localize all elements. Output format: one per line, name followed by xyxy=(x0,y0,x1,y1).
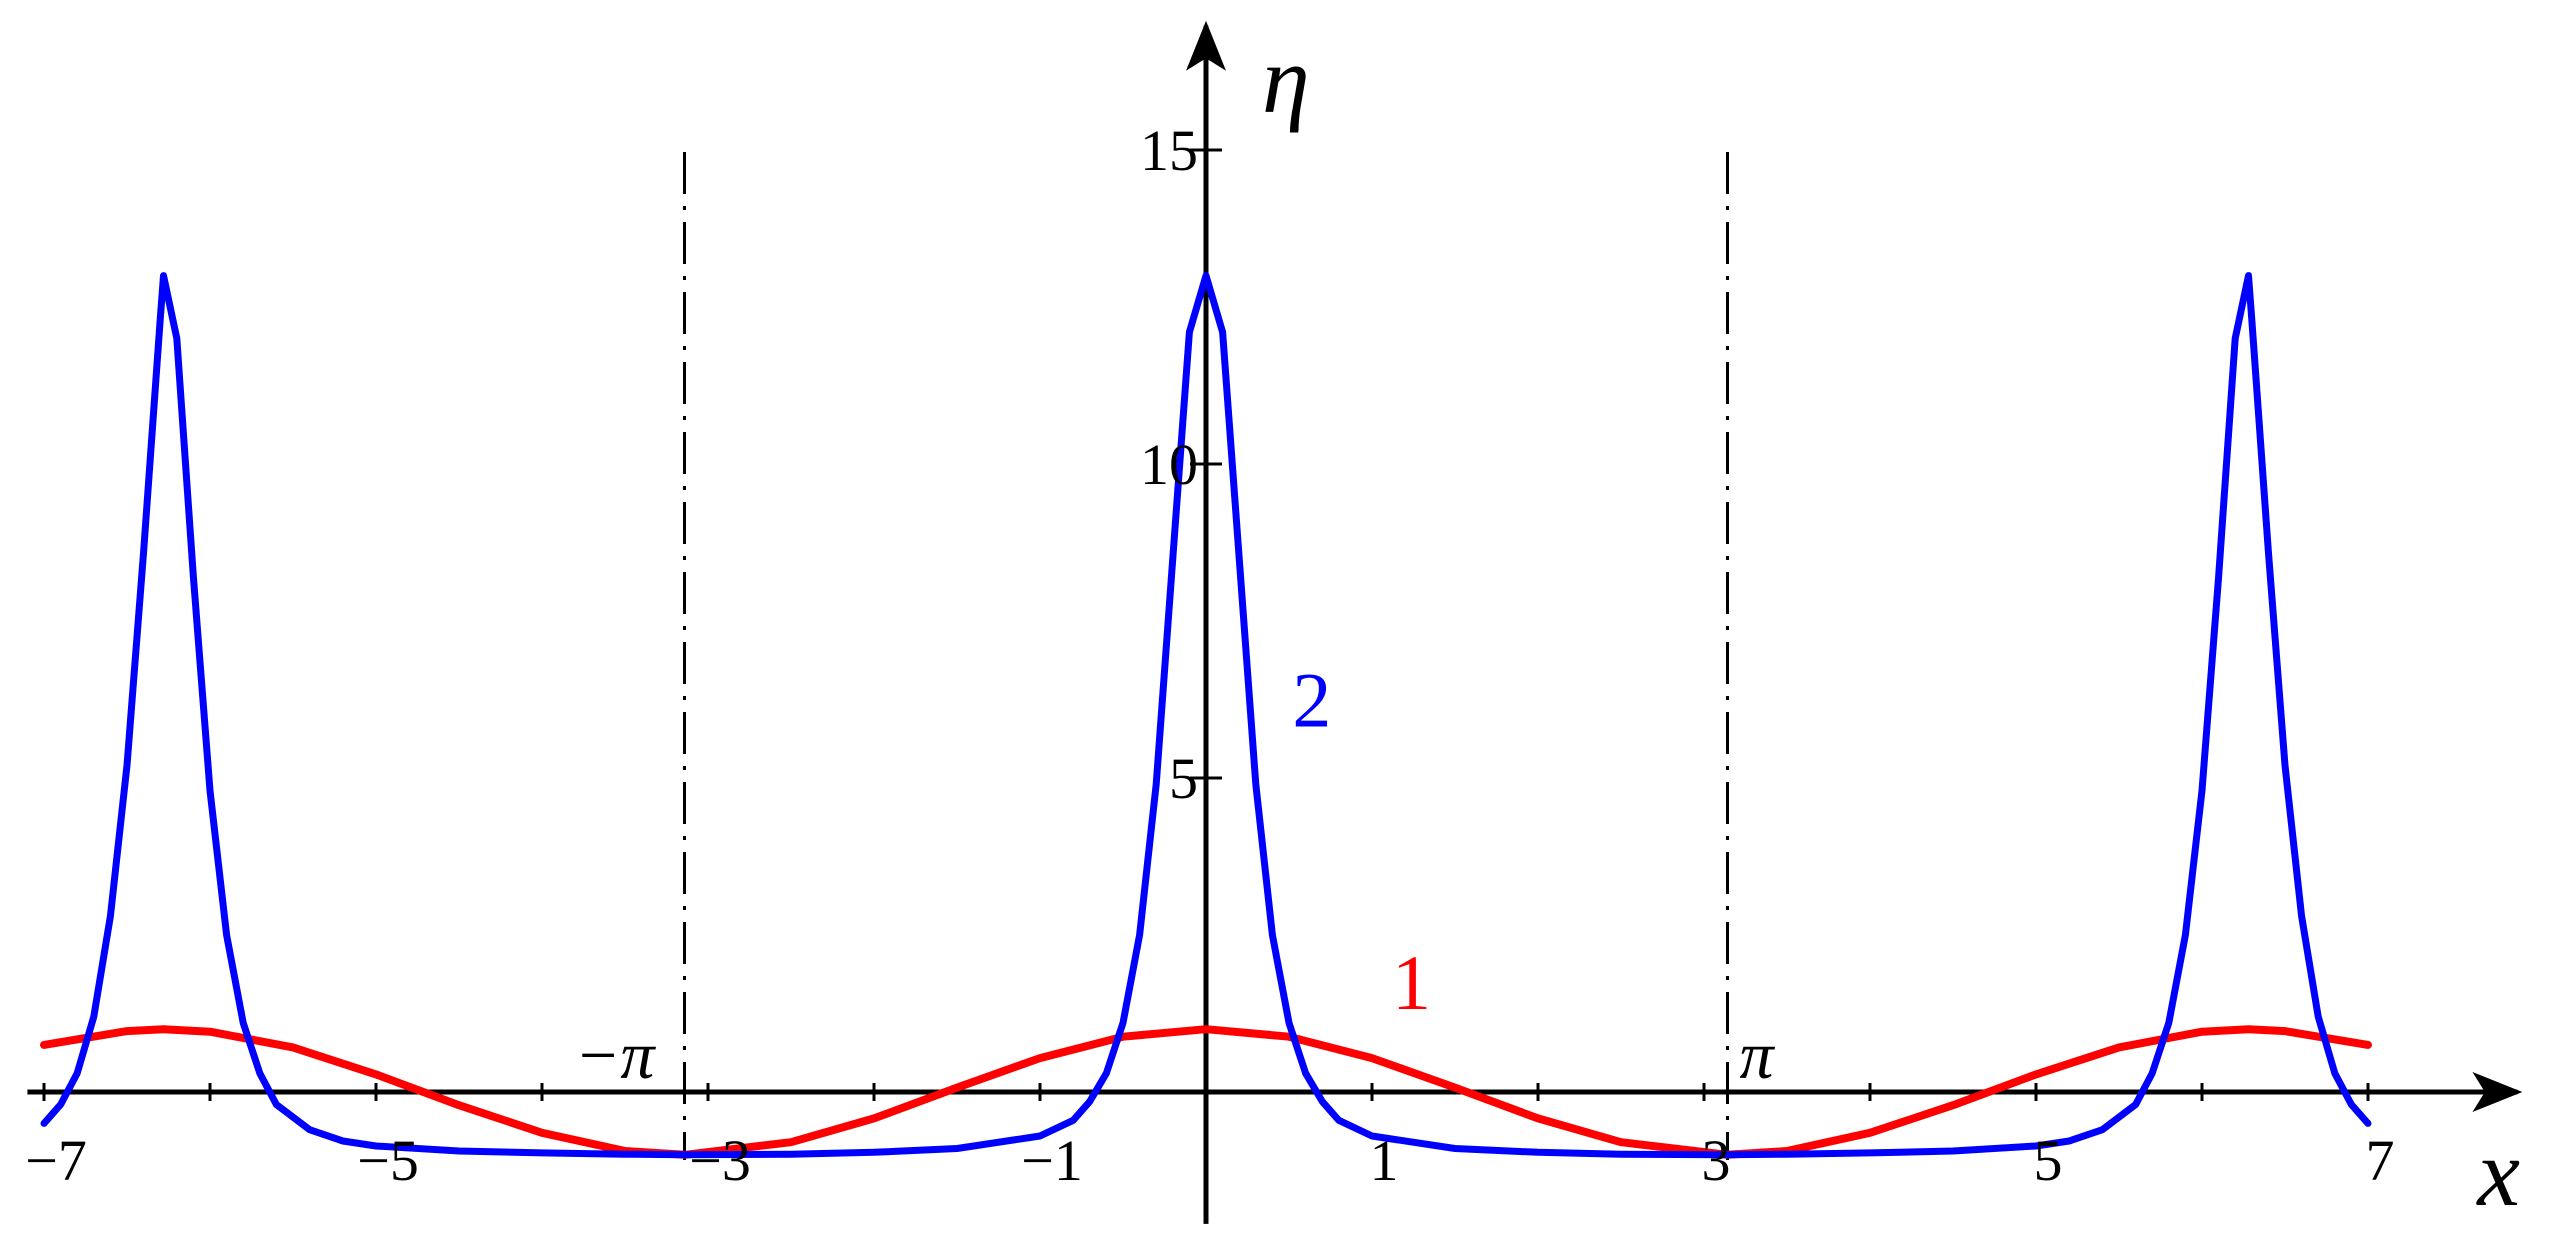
x-tick-label: 1 xyxy=(1370,1128,1399,1193)
x-tick-label: −7 xyxy=(25,1128,87,1193)
x-tick-label: 7 xyxy=(2366,1128,2395,1193)
series-layer xyxy=(40,272,2372,1159)
x-tick-label: 3 xyxy=(1702,1128,1731,1193)
pi-label: π xyxy=(1740,1017,1776,1093)
series-line-2 xyxy=(40,272,2372,1159)
axes-layer xyxy=(27,20,2523,1224)
y-tick-label: 15 xyxy=(1140,118,1198,183)
x-tick-label: −5 xyxy=(357,1128,419,1193)
y-axis-label: η xyxy=(1262,26,1310,133)
curve-label-2: 2 xyxy=(1292,657,1331,744)
series-line-1 xyxy=(40,1025,2372,1159)
y-tick-label: 5 xyxy=(1169,746,1198,811)
labels-layer: −7 −5 −3 −1 1 3 5 7 5 10 15 x η −π π 1 2 xyxy=(25,26,2520,1226)
x-tick-label: −1 xyxy=(1021,1128,1083,1193)
x-tick-label: −3 xyxy=(689,1128,751,1193)
x-tick-label: 5 xyxy=(2034,1128,2063,1193)
curve-label-1: 1 xyxy=(1392,939,1431,1026)
y-tick-label: 10 xyxy=(1140,432,1198,497)
reference-lines-layer xyxy=(682,152,1730,1160)
neg-pi-label: −π xyxy=(575,1017,657,1093)
x-axis-label: x xyxy=(2475,1119,2520,1226)
